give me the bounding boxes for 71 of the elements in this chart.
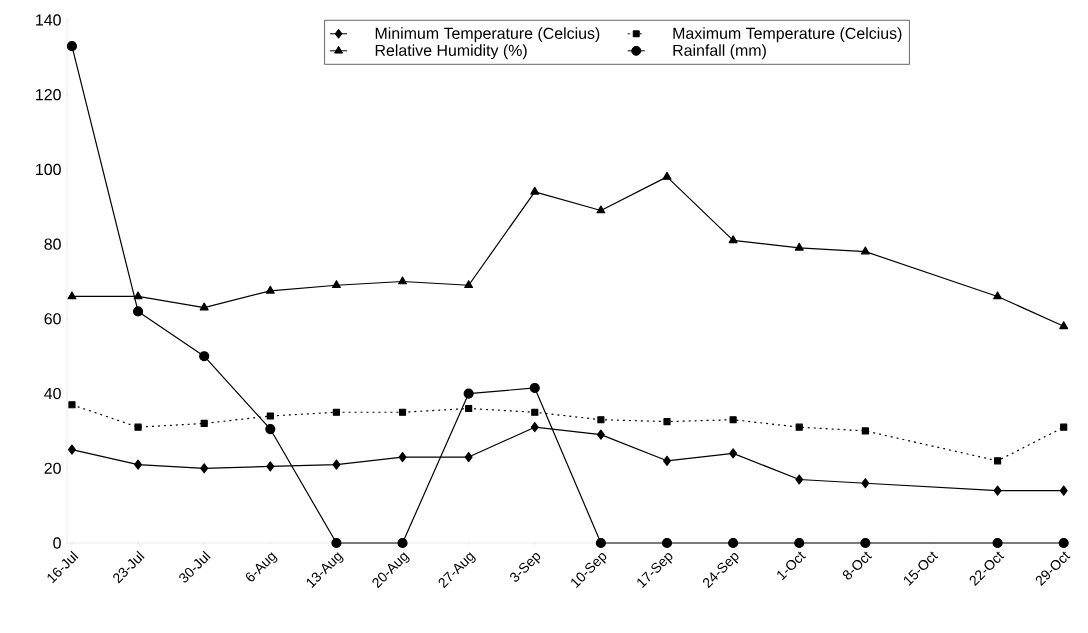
point: [265, 285, 275, 294]
legend-label: Minimum Temperature (Celcius): [375, 27, 600, 43]
point: [266, 412, 274, 420]
point: [529, 382, 540, 394]
point: [398, 276, 408, 285]
point: [794, 242, 804, 251]
point: [134, 423, 142, 431]
y-tick-label: 40: [44, 387, 61, 400]
point: [530, 422, 539, 433]
point: [993, 291, 1003, 300]
point: [729, 416, 737, 424]
point: [795, 423, 803, 431]
point: [68, 444, 76, 455]
point: [729, 448, 738, 459]
y-tick-label: 80: [44, 238, 61, 250]
point: [397, 537, 408, 549]
point: [662, 171, 672, 180]
point: [133, 291, 143, 300]
point: [1060, 423, 1068, 431]
point: [68, 401, 76, 409]
point: [398, 451, 407, 463]
point: [67, 291, 77, 300]
legend-label: Maximum Temperature (Celcius): [673, 27, 902, 43]
point: [200, 463, 209, 474]
point: [728, 235, 738, 244]
point: [861, 478, 870, 489]
point: [530, 186, 540, 195]
point: [199, 351, 210, 362]
point: [992, 537, 1003, 549]
point: [596, 429, 605, 440]
point: [1059, 321, 1069, 330]
y-tick-label: 20: [44, 462, 61, 474]
point: [728, 537, 739, 549]
point: [860, 246, 870, 255]
point: [531, 408, 539, 416]
point: [331, 537, 342, 549]
point: [794, 537, 805, 549]
y-tick-label: 140: [36, 14, 61, 26]
point: [464, 280, 474, 289]
point: [860, 537, 871, 549]
point: [596, 205, 606, 214]
point: [200, 419, 208, 428]
legend-label: Rainfall (mm): [673, 44, 766, 60]
point: [1058, 537, 1069, 549]
point: [332, 408, 341, 416]
point: [463, 388, 474, 399]
y-tick-label: 60: [44, 313, 61, 325]
legend-label: Relative Humidity (%): [375, 44, 527, 60]
point: [266, 461, 275, 472]
y-tick-label: 120: [36, 89, 61, 101]
point: [663, 418, 671, 426]
point: [465, 404, 473, 413]
point: [597, 416, 605, 424]
y-tick-label: 100: [36, 163, 61, 176]
point: [994, 457, 1002, 465]
point: [265, 423, 276, 435]
point: [398, 408, 407, 416]
y-tick-label: 0: [53, 537, 61, 549]
point: [1059, 485, 1068, 496]
point: [661, 537, 673, 549]
point: [663, 455, 671, 466]
point: [795, 474, 804, 485]
point: [464, 451, 473, 463]
point: [993, 485, 1002, 496]
point: [331, 280, 341, 289]
point: [861, 427, 869, 435]
point: [132, 306, 144, 317]
point: [199, 302, 209, 311]
point: [134, 459, 143, 470]
point: [332, 459, 341, 470]
point: [595, 537, 606, 549]
